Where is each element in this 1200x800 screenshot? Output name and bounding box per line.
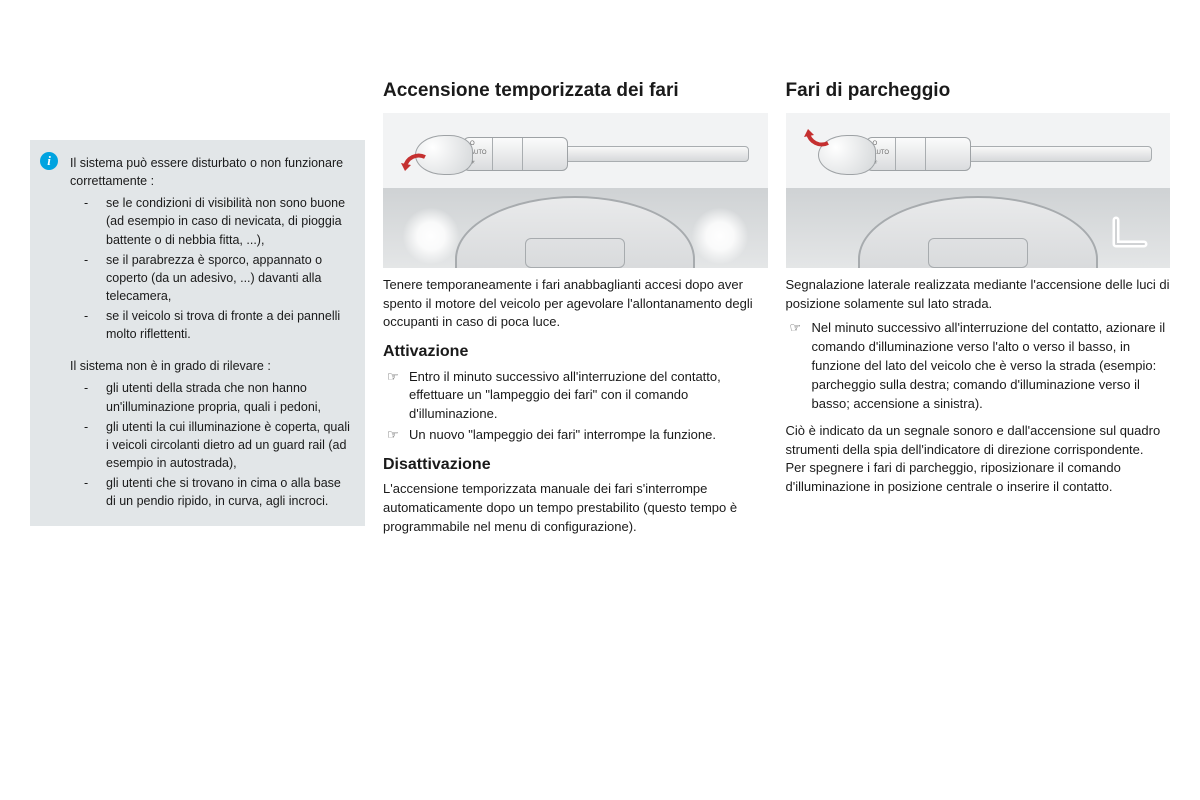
middle-column: Accensione temporizzata dei fari O AUTO … [383,80,768,543]
section-description: Segnalazione laterale realizzata mediant… [786,276,1171,314]
left-column: i Il sistema può essere disturbato o non… [30,140,365,543]
headlight-glow-icon [692,208,748,264]
info-icon: i [40,152,58,170]
list-item: se le condizioni di visibilità non sono … [70,194,351,248]
list-item: se il veicolo si trova di fronte a dei p… [70,307,351,343]
info-intro-1: Il sistema può essere disturbato o non f… [70,154,351,190]
stalk-diagram: O AUTO ☀ [383,119,768,187]
figure-timed-lights: O AUTO ☀ [383,113,768,268]
page: i Il sistema può essere disturbato o non… [0,0,1200,563]
list-item: gli utenti la cui illuminazione è copert… [70,418,351,472]
figure-parking-lights: O AUTO ☀ [786,113,1171,268]
subheading-deactivation: Disattivazione [383,453,768,476]
section-title: Fari di parcheggio [786,80,1171,103]
info-list-1: se le condizioni di visibilità non sono … [70,194,351,343]
info-list-2: gli utenti della strada che non hanno un… [70,379,351,510]
list-item: gli utenti della strada che non hanno un… [70,379,351,415]
info-box: i Il sistema può essere disturbato o non… [30,140,365,526]
instruction-list: Nel minuto successivo all'interruzione d… [786,319,1171,413]
list-item: gli utenti che si trovano in cima o alla… [70,474,351,510]
list-item: Nel minuto successivo all'interruzione d… [786,319,1171,413]
list-item: Un nuovo "lampeggio dei fari" interrompe… [383,426,768,445]
list-item: se il parabrezza è sporco, appannato o c… [70,251,351,305]
info-intro-2: Il sistema non è in grado di rilevare : [70,357,351,375]
section-description: Tenere temporaneamente i fari anabbaglia… [383,276,768,333]
list-item: Entro il minuto successivo all'interruzi… [383,368,768,425]
drl-light-icon [1108,216,1152,252]
rotate-arrow-icon [802,119,834,151]
headlight-glow-icon [403,208,459,264]
stalk-diagram: O AUTO ☀ [786,119,1171,187]
rotate-arrow-icon [399,149,431,181]
tail-text: Ciò è indicato da un segnale sonoro e da… [786,422,1171,497]
car-illustration [383,188,768,268]
deactivation-text: L'accensione temporizzata manuale dei fa… [383,480,768,537]
car-illustration [786,188,1171,268]
right-column: Fari di parcheggio O AUTO ☀ [786,80,1171,543]
section-title: Accensione temporizzata dei fari [383,80,768,103]
subheading-activation: Attivazione [383,340,768,363]
activation-list: Entro il minuto successivo all'interruzi… [383,368,768,445]
